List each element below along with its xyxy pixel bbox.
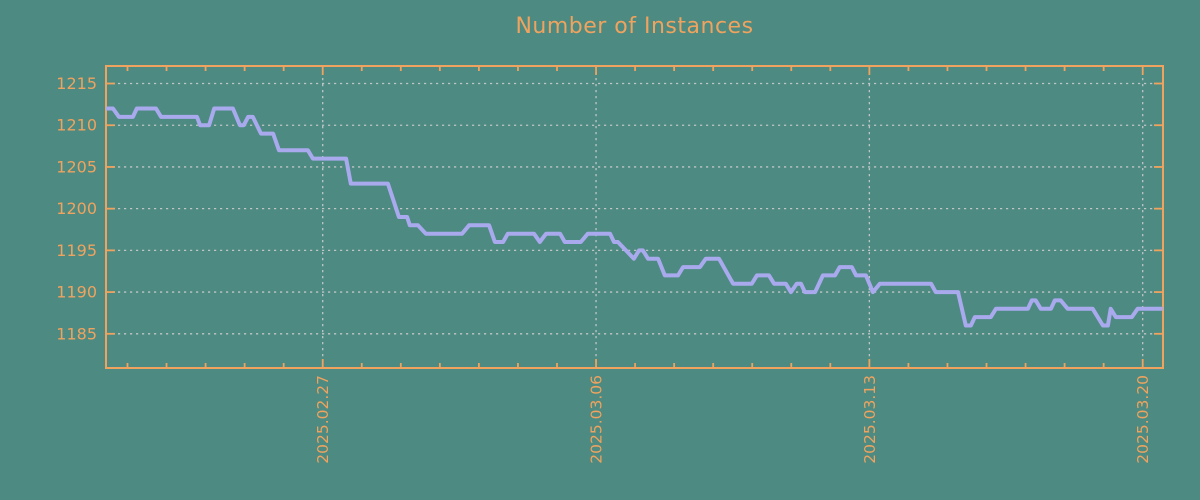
x-tick-label: 2025.03.06 (588, 375, 606, 464)
chart-title: Number of Instances (515, 14, 754, 39)
x-tick-label: 2025.03.20 (1134, 375, 1152, 464)
y-tick-label: 1200 (56, 199, 97, 218)
y-tick-label: 1190 (56, 283, 97, 302)
plot-border (105, 65, 1164, 369)
y-tick-label: 1185 (56, 324, 97, 343)
data-series-line (106, 106, 1163, 328)
x-tick-label: 2025.03.13 (861, 375, 879, 464)
y-tick-label: 1210 (56, 116, 97, 135)
y-tick-label: 1215 (56, 74, 97, 93)
y-tick-label: 1205 (56, 157, 97, 176)
y-tick-label: 1195 (56, 241, 97, 260)
x-tick-label: 2025.02.27 (314, 375, 332, 464)
